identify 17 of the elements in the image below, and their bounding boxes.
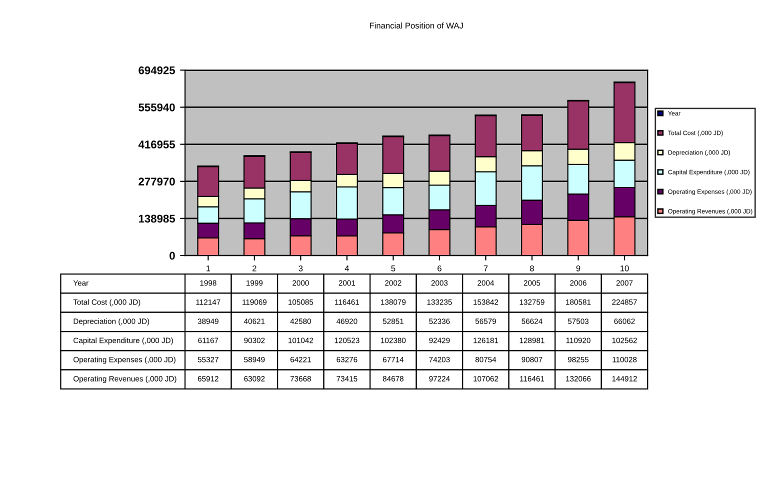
y-tick-label: 0: [170, 252, 175, 260]
x-tick-label: 9: [576, 265, 580, 272]
x-tick-label: 4: [344, 266, 350, 272]
chart-title: Financial Position of WAJ: [370, 22, 463, 29]
x-tick-label: 3: [298, 265, 303, 272]
x-tick-label: 1: [206, 266, 210, 272]
y-tick-label: 138985: [138, 214, 176, 223]
x-tick-label: 6: [438, 265, 442, 272]
x-tick-label: 7: [484, 266, 488, 272]
x-tick-label: 5: [391, 266, 396, 272]
x-tick-label: 8: [530, 265, 534, 272]
x-tick-label: 10: [620, 265, 629, 272]
y-tick-label: 694925: [138, 66, 176, 74]
y-tick-label: 555940: [138, 103, 175, 112]
y-tick-label: 277970: [138, 178, 175, 186]
y-tick-label: 416955: [138, 140, 176, 148]
x-tick-label: 2: [252, 265, 256, 272]
